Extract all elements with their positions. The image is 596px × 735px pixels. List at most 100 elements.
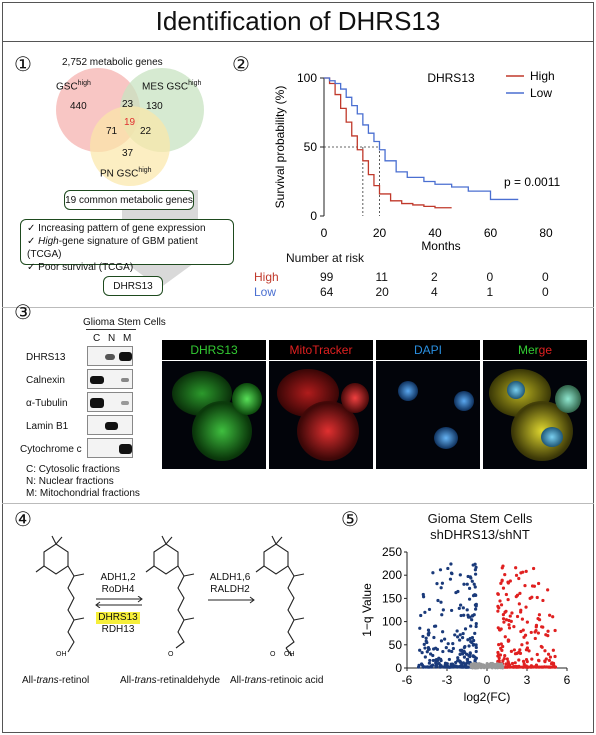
enzymes-reverse-1: DHRS13 RDH13 (96, 612, 140, 635)
volcano-point (417, 665, 421, 669)
volcano-point (423, 655, 427, 659)
volcano-point (553, 628, 557, 633)
volcano-point (544, 633, 548, 637)
volcano-point (439, 657, 443, 661)
volcano-point (499, 627, 503, 631)
volcano-point (440, 613, 444, 617)
volcano-point (546, 629, 550, 633)
blot-row-label: Calnexin (26, 375, 65, 386)
volcano-point (540, 625, 544, 629)
volcano-point (465, 657, 469, 662)
volcano-point (473, 585, 477, 589)
volcano-point (537, 618, 542, 622)
acid-oh-label: OH (284, 651, 295, 658)
volcano-point (530, 657, 534, 661)
x-tick-label: 60 (484, 226, 498, 240)
panel-3-number: ③ (14, 302, 32, 324)
volcano-point (529, 630, 533, 635)
acid-o-label: O (270, 651, 276, 658)
criteria-item: ✓ Poor survival (TCGA) (27, 262, 134, 273)
volcano-point (445, 662, 449, 666)
y-tick-label: 0 (310, 209, 317, 223)
volcano-point (465, 608, 469, 612)
volcano-point (435, 664, 439, 668)
volcano-point (440, 581, 445, 585)
volcano-point (426, 628, 431, 632)
volcano-point (522, 662, 526, 666)
volcano-point (496, 609, 500, 613)
blot-band-dhrs13 (87, 346, 133, 366)
volcano-point (524, 569, 528, 573)
page-title: Identification of DHRS13 (2, 2, 594, 42)
volcano-point (532, 566, 536, 571)
volcano-point (450, 662, 455, 666)
volcano-point (518, 591, 522, 595)
micro-image-merge (483, 361, 587, 469)
dhrs13-highlight: DHRS13 (96, 612, 140, 624)
volcano-point (496, 659, 500, 664)
volcano-point (537, 613, 541, 617)
volcano-point (545, 665, 549, 669)
panel-2-number: ② (232, 54, 250, 76)
micro-image-dhrs13 (162, 361, 266, 469)
volcano-point (500, 566, 504, 570)
volcano-point (503, 654, 507, 658)
lane-label-m: M (123, 333, 132, 344)
volcano-point (441, 630, 445, 634)
volcano-point (474, 607, 478, 611)
volcano-point (525, 641, 529, 645)
volcano-point (443, 664, 447, 668)
x-tick-label: 0 (321, 226, 328, 240)
volcano-point (506, 581, 510, 585)
compound-label-retinoic-acid: All-trans-retinoic acid (230, 675, 324, 686)
criteria-box: ✓ Increasing pattern of gene expression … (20, 219, 234, 273)
lane-label-c: C (93, 333, 101, 344)
volcano-point (474, 565, 478, 569)
volcano-point (519, 629, 523, 634)
volcano-point (520, 665, 524, 669)
micro-header-dapi: DAPI (376, 340, 480, 360)
volcano-point (446, 642, 450, 646)
volcano-point (508, 614, 512, 618)
volcano-point (461, 606, 465, 610)
y-axis-label: Survival probability (%) (273, 86, 287, 209)
volcano-point (502, 620, 506, 624)
y-tick-label: 50 (304, 140, 318, 154)
venn-count-440: 440 (70, 101, 87, 112)
volcano-point (504, 618, 509, 622)
volcano-point (458, 659, 462, 663)
risk-table-title: Number at risk (286, 251, 365, 265)
blot-band-laminb1 (87, 415, 133, 435)
volcano-point (508, 579, 512, 583)
volcano-point (439, 600, 443, 604)
volcano-point (523, 633, 528, 637)
venn-diagram (56, 68, 204, 186)
volcano-point (504, 665, 508, 669)
volcano-point (478, 665, 482, 669)
volcano-point (457, 606, 461, 610)
volcano-point (450, 649, 454, 654)
y-axis-label: 1−q Value (360, 583, 374, 637)
risk-cell: 2 (431, 270, 438, 284)
volcano-point (461, 631, 465, 636)
volcano-point (424, 639, 428, 643)
volcano-point (421, 634, 425, 639)
volcano-point (533, 636, 537, 641)
enzymes-forward-2: ALDH1,6 RALDH2 (209, 572, 251, 595)
volcano-point (456, 635, 460, 639)
volcano-plot: 0 50 100 150 200 250 -6 -3 0 3 6 1−q Value log2(FC) (360, 546, 571, 704)
volcano-point (518, 651, 522, 655)
volcano-point (439, 639, 444, 643)
volcano-point (434, 624, 438, 628)
volcano-point (488, 665, 492, 669)
volcano-point (498, 599, 502, 603)
volcano-point (422, 642, 426, 646)
volcano-point (448, 577, 453, 581)
volcano-point (450, 608, 454, 613)
volcano-point (456, 656, 460, 660)
volcano-point (474, 622, 478, 626)
volcano-point (525, 620, 529, 624)
volcano-point (439, 664, 443, 668)
volcano-point (518, 648, 522, 652)
blot-band-calnexin (87, 369, 133, 389)
